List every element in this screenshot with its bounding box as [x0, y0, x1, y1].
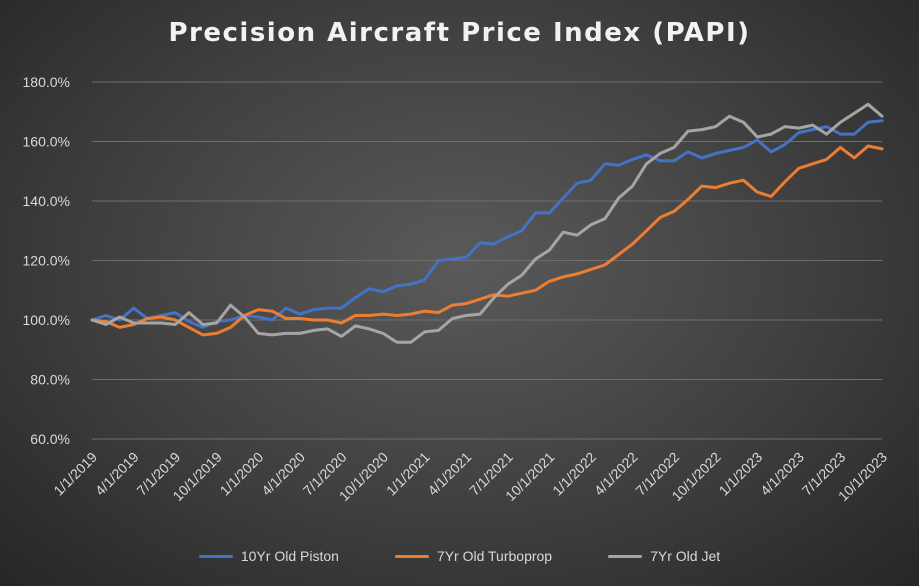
chart-title: Precision Aircraft Price Index (PAPI) — [168, 18, 751, 48]
legend-label: 10Yr Old Piston — [240, 548, 339, 564]
y-tick-label: 140.0% — [23, 193, 70, 209]
x-tick-label: 4/1/2022 — [591, 449, 641, 499]
y-axis-tick-labels: 60.0% 80.0% 100.0% 120.0% 140.0% 160.0% 180.0% — [23, 74, 70, 447]
y-tick-label: 60.0% — [30, 431, 70, 447]
series-line-2 — [90, 102, 884, 344]
x-tick-label: 1/1/2022 — [549, 449, 599, 499]
legend-item: 10Yr Old Piston — [198, 548, 339, 564]
x-tick-label: 4/1/2019 — [92, 449, 142, 499]
series-lines — [90, 102, 884, 344]
series-line-1 — [90, 144, 884, 337]
x-tick-label: 4/1/2020 — [258, 449, 308, 499]
y-tick-label: 100.0% — [23, 312, 70, 328]
y-tick-label: 180.0% — [23, 74, 70, 90]
x-tick-label: 1/1/2020 — [217, 449, 267, 499]
x-tick-label: 1/1/2021 — [383, 449, 433, 499]
legend-swatch — [394, 554, 429, 558]
legend-swatch — [608, 554, 643, 558]
y-tick-label: 160.0% — [23, 134, 70, 150]
legend-item: 7Yr Old Turboprop — [394, 548, 553, 564]
x-tick-label: 4/1/2023 — [757, 449, 807, 499]
x-tick-label: 1/1/2019 — [50, 449, 100, 499]
y-tick-label: 80.0% — [30, 372, 70, 388]
x-tick-label: 4/1/2021 — [424, 449, 474, 499]
legend: 10Yr Old Piston 7Yr Old Turboprop 7Yr Old … — [0, 548, 919, 564]
legend-label: 7Yr Old Turboprop — [436, 548, 553, 564]
legend-swatch — [198, 554, 233, 558]
series-line-0 — [90, 119, 884, 329]
legend-item: 7Yr Old Jet — [608, 548, 720, 564]
legend-label: 7Yr Old Jet — [650, 548, 721, 564]
y-tick-label: 120.0% — [23, 253, 70, 269]
x-axis-tick-labels: 1/1/20194/1/20197/1/201910/1/20191/1/202… — [50, 449, 890, 505]
x-tick-label: 1/1/2023 — [716, 449, 766, 499]
